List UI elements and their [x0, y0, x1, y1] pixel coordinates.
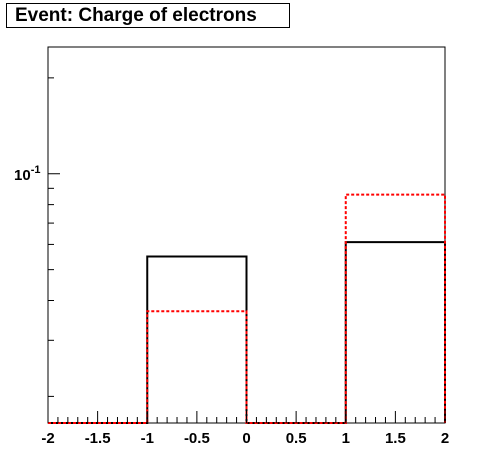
chart-title: Event: Charge of electrons [15, 5, 257, 26]
chart-title-box: Event: Charge of electrons [6, 3, 290, 28]
x-tick-label: -0.5 [184, 430, 210, 447]
y-axis: 10-1 [14, 77, 60, 397]
x-tick-label: 1.5 [385, 430, 406, 447]
x-tick-label: 2 [441, 430, 449, 447]
y-tick-label: 10-1 [14, 164, 40, 184]
x-axis: -2 -1.5 -1 -0.5 0 0.5 1 1.5 2 [41, 411, 449, 447]
x-tick-label: -1.5 [85, 430, 111, 447]
x-tick-label: 0 [242, 430, 250, 447]
x-tick-label: 1 [342, 430, 350, 447]
x-tick-label: 0.5 [286, 430, 307, 447]
series-layer [48, 193, 446, 424]
x-tick-label: -1 [141, 430, 154, 447]
x-tick-label: -2 [41, 430, 54, 447]
